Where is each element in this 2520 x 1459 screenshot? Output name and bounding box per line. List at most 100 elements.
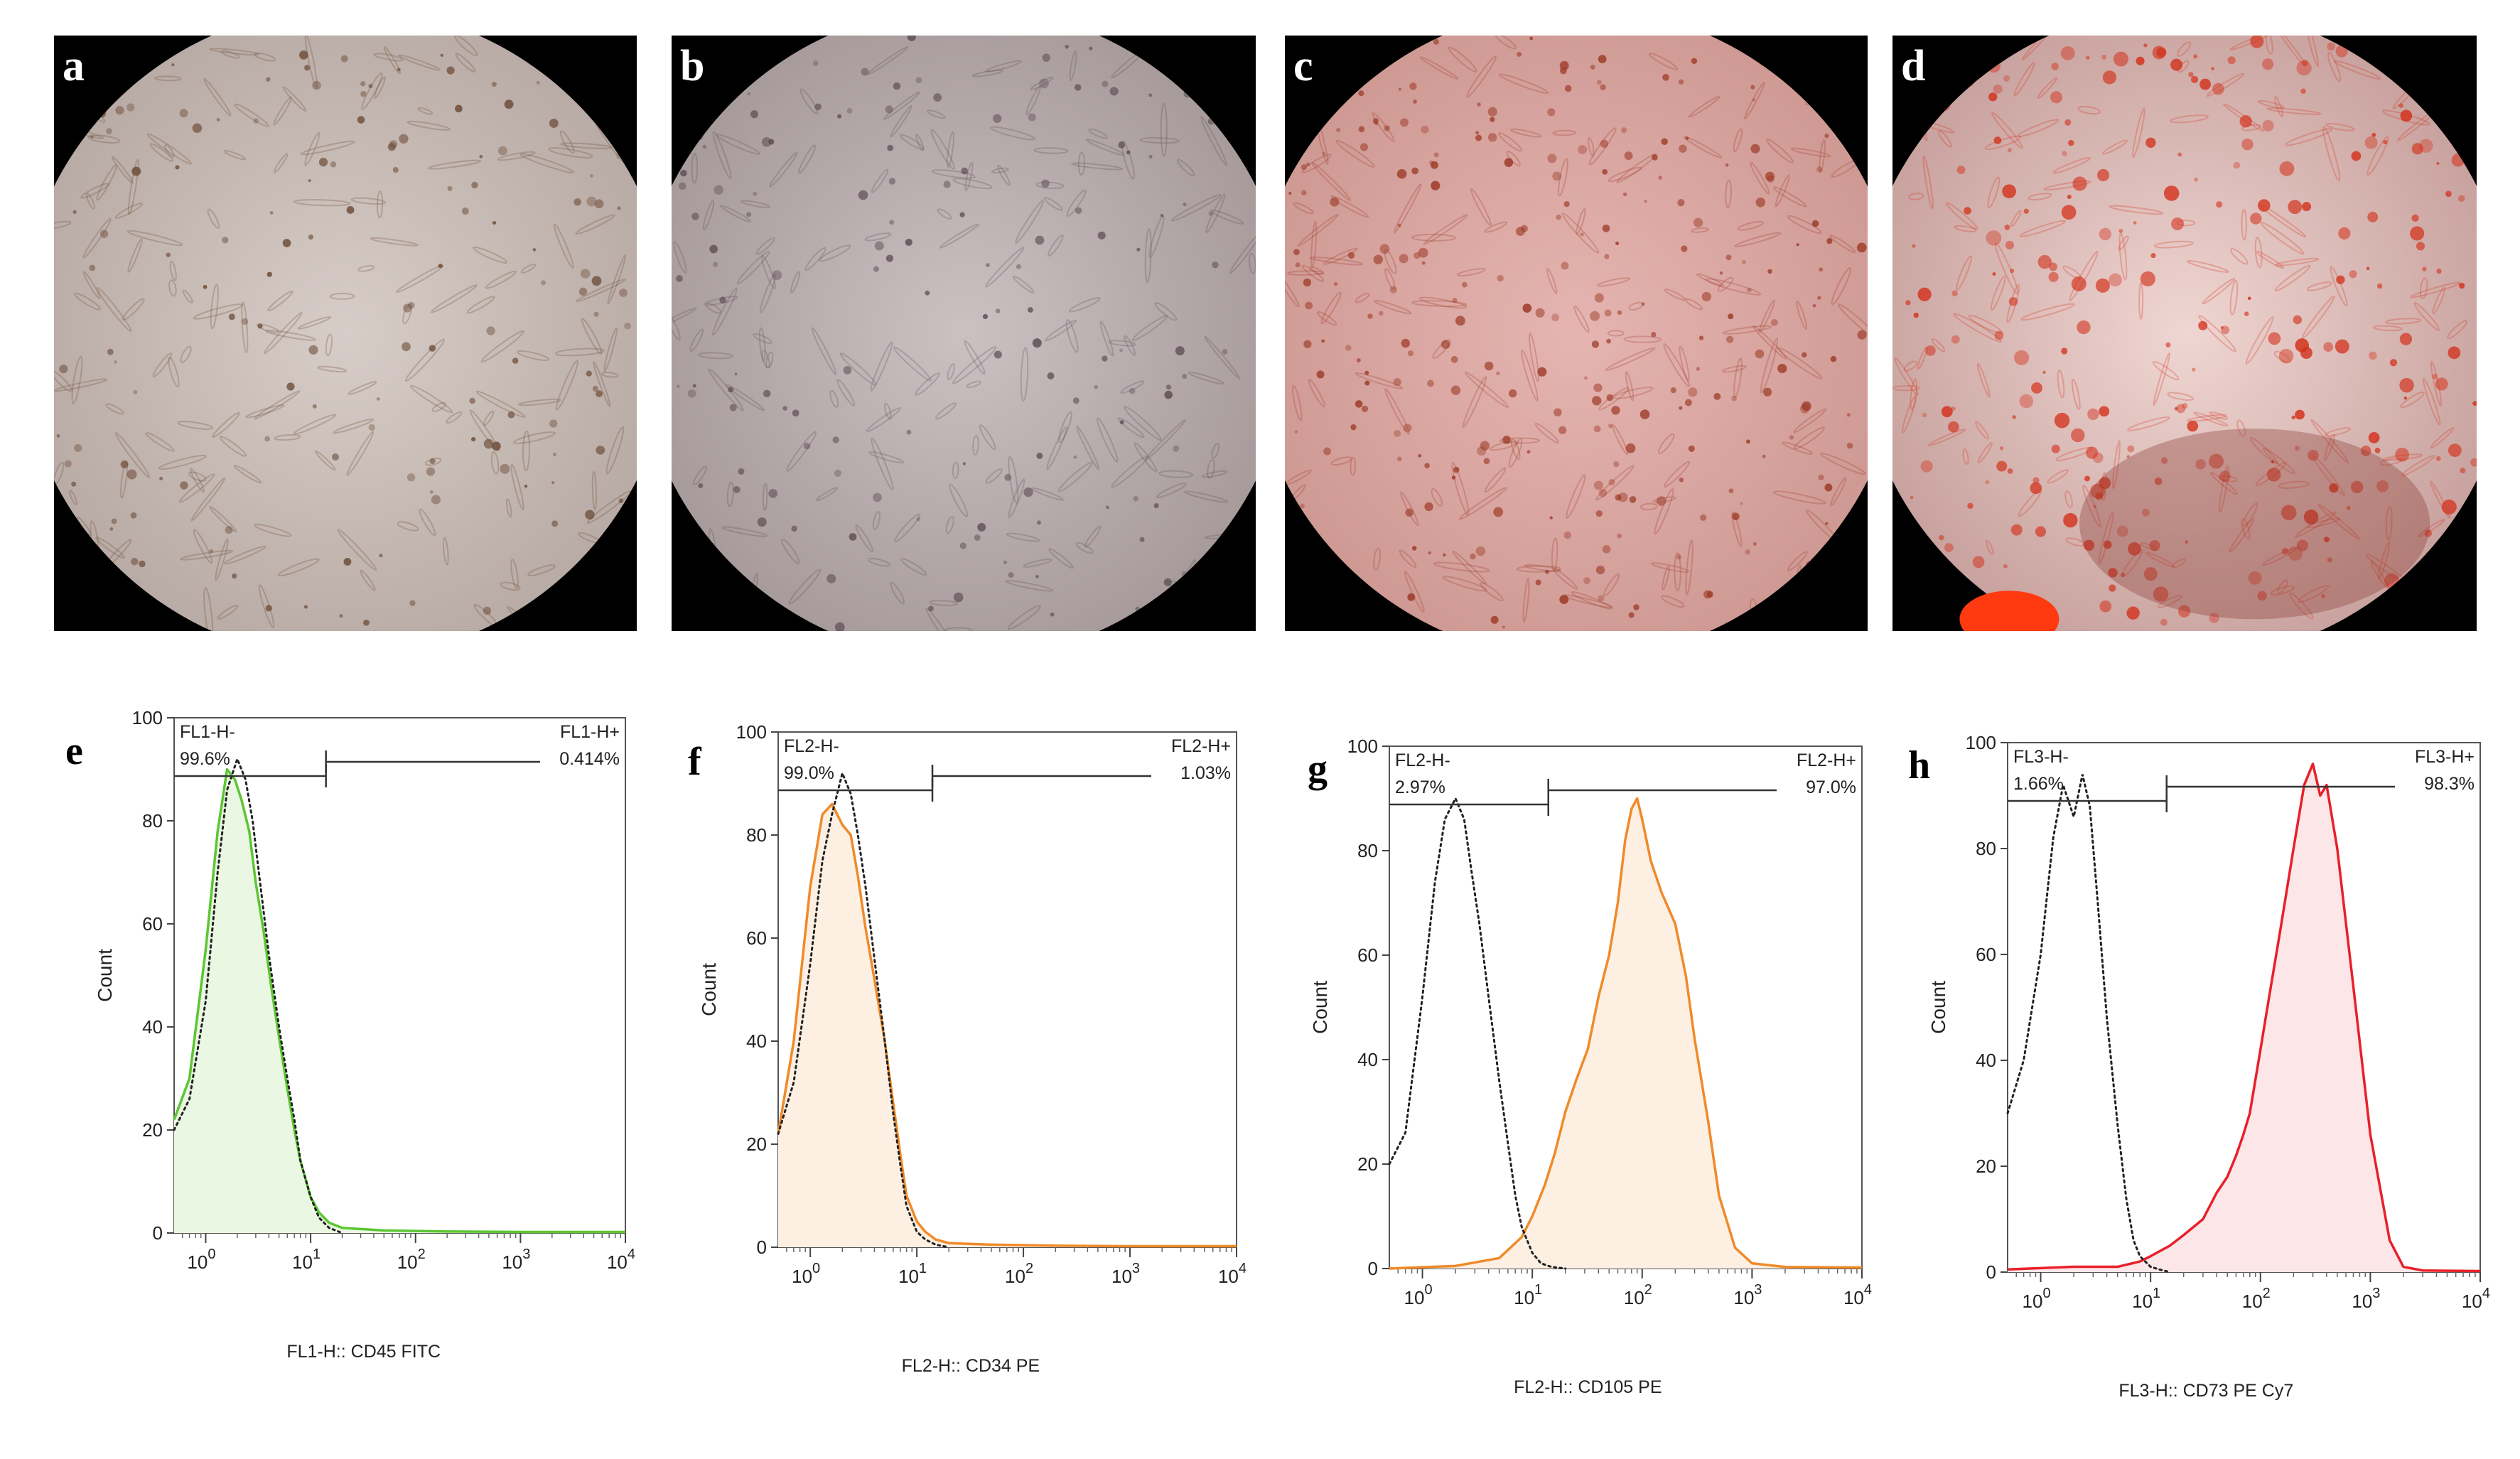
x-tick-label: 100 bbox=[1404, 1282, 1433, 1308]
positive-gate-percent: 97.0% bbox=[1806, 777, 1856, 797]
x-tick-label: 102 bbox=[397, 1247, 426, 1273]
y-tick-label: 80 bbox=[746, 824, 767, 846]
negative-gate-name: FL1-H- bbox=[180, 722, 235, 742]
panel-label-f: f bbox=[688, 740, 701, 784]
negative-gate-name: FL3-H- bbox=[2013, 747, 2069, 767]
x-tick-label: 103 bbox=[1733, 1282, 1762, 1308]
negative-gate-percent: 99.0% bbox=[784, 763, 834, 783]
y-tick-label: 100 bbox=[736, 721, 767, 743]
control-histogram-line bbox=[2006, 774, 2171, 1274]
sample-histogram-fill bbox=[1389, 798, 1862, 1269]
panel-label: c bbox=[1293, 42, 1313, 90]
panel-label-h: h bbox=[1908, 743, 1931, 787]
x-tick-label: 100 bbox=[187, 1247, 215, 1273]
x-tick-label: 100 bbox=[792, 1261, 820, 1287]
micrograph-b: b bbox=[672, 36, 1256, 631]
y-tick-label: 20 bbox=[142, 1119, 163, 1141]
x-tick-label: 104 bbox=[2462, 1286, 2490, 1312]
sample-histogram-fill bbox=[2008, 763, 2480, 1272]
negative-gate-name: FL2-H- bbox=[784, 736, 839, 756]
y-tick-label: 60 bbox=[1976, 944, 1996, 965]
negative-gate-name: FL2-H- bbox=[1395, 750, 1450, 770]
panel-label: a bbox=[63, 42, 85, 90]
x-tick-label: 104 bbox=[1218, 1261, 1246, 1287]
y-tick-label: 100 bbox=[1966, 732, 1996, 753]
panel-label-g: g bbox=[1308, 747, 1328, 791]
histogram-h: 0 20 40 60 80 100 100 101 102 103 104 Count FL3-H:: … bbox=[1890, 725, 2494, 1436]
micrograph-a: a bbox=[54, 36, 637, 631]
y-tick-label: 0 bbox=[1368, 1258, 1378, 1279]
x-axis-label: FL2-H:: CD34 PE bbox=[902, 1356, 1040, 1376]
positive-gate-name: FL1-H+ bbox=[560, 722, 620, 742]
histogram-e: 0 20 40 60 80 100 100 101 102 103 104 Count FL1-H:: … bbox=[57, 700, 640, 1396]
control-histogram-line bbox=[1388, 795, 1567, 1270]
x-tick-label: 103 bbox=[502, 1247, 530, 1273]
micrograph-field bbox=[672, 36, 1256, 631]
micrograph-c: c bbox=[1285, 36, 1868, 631]
sample-histogram-fill bbox=[174, 769, 625, 1233]
y-tick-label: 0 bbox=[1986, 1261, 1996, 1283]
y-tick-label: 60 bbox=[746, 927, 767, 949]
x-axis-label: FL1-H:: CD45 FITC bbox=[286, 1342, 441, 1362]
x-tick-label: 101 bbox=[292, 1247, 321, 1273]
sample-histogram-line bbox=[173, 768, 625, 1234]
y-axis-label: Count bbox=[698, 963, 720, 1016]
y-tick-label: 40 bbox=[142, 1016, 163, 1038]
x-tick-label: 102 bbox=[2242, 1286, 2271, 1312]
y-tick-label: 60 bbox=[1357, 944, 1378, 966]
histogram-f: 0 20 40 60 80 100 100 101 102 103 104 Count FL2-H:: … bbox=[661, 714, 1251, 1411]
x-tick-label: 104 bbox=[1843, 1282, 1872, 1308]
x-tick-label: 100 bbox=[2023, 1286, 2051, 1312]
positive-gate-name: FL2-H+ bbox=[1171, 736, 1231, 756]
y-tick-label: 40 bbox=[746, 1030, 767, 1052]
y-tick-label: 20 bbox=[1357, 1153, 1378, 1175]
positive-gate-percent: 1.03% bbox=[1180, 763, 1231, 783]
positive-gate-percent: 98.3% bbox=[2424, 774, 2475, 794]
y-tick-label: 40 bbox=[1357, 1049, 1378, 1070]
y-axis-label: Count bbox=[94, 949, 116, 1002]
x-tick-label: 102 bbox=[1005, 1261, 1033, 1287]
y-axis-label: Count bbox=[1927, 981, 1949, 1034]
sample-histogram-line bbox=[1389, 797, 1863, 1270]
y-tick-label: 20 bbox=[746, 1134, 767, 1155]
positive-gate-percent: 0.414% bbox=[559, 749, 620, 769]
negative-gate-percent: 1.66% bbox=[2013, 774, 2064, 794]
micrograph-field bbox=[1892, 36, 2477, 631]
micrograph-d: d bbox=[1892, 36, 2477, 631]
panel-label: b bbox=[680, 42, 705, 90]
x-axis-label: FL2-H:: CD105 PE bbox=[1514, 1377, 1662, 1397]
y-tick-label: 20 bbox=[1976, 1156, 1996, 1177]
y-tick-label: 100 bbox=[132, 707, 163, 728]
x-tick-label: 103 bbox=[1111, 1261, 1140, 1287]
y-tick-label: 40 bbox=[1976, 1050, 1996, 1071]
micrograph-field bbox=[1285, 36, 1868, 631]
y-tick-label: 80 bbox=[1357, 840, 1378, 861]
negative-gate-percent: 99.6% bbox=[180, 749, 230, 769]
x-tick-label: 101 bbox=[2132, 1286, 2160, 1312]
y-tick-label: 80 bbox=[1976, 838, 1996, 859]
x-axis-label: FL3-H:: CD73 PE Cy7 bbox=[2118, 1381, 2293, 1401]
panel-label: d bbox=[1901, 42, 1926, 90]
y-tick-label: 60 bbox=[142, 913, 163, 935]
y-tick-label: 100 bbox=[1347, 736, 1378, 757]
y-tick-label: 0 bbox=[153, 1222, 163, 1244]
y-tick-label: 0 bbox=[757, 1237, 767, 1258]
positive-gate-name: FL2-H+ bbox=[1797, 750, 1856, 770]
x-tick-label: 102 bbox=[1624, 1282, 1652, 1308]
histogram-g: 0 20 40 60 80 100 100 101 102 103 104 Count FL2-H:: … bbox=[1272, 728, 1876, 1432]
y-tick-label: 80 bbox=[142, 810, 163, 831]
x-tick-label: 101 bbox=[898, 1261, 927, 1287]
panel-label-e: e bbox=[65, 729, 83, 773]
control-histogram-line bbox=[173, 755, 344, 1234]
control-histogram-line bbox=[777, 770, 950, 1249]
micrograph-field bbox=[54, 36, 637, 631]
negative-gate-percent: 2.97% bbox=[1395, 777, 1445, 797]
positive-gate-name: FL3-H+ bbox=[2415, 747, 2475, 767]
x-tick-label: 101 bbox=[1514, 1282, 1542, 1308]
sample-histogram-fill bbox=[778, 804, 1237, 1247]
y-axis-label: Count bbox=[1309, 981, 1331, 1034]
